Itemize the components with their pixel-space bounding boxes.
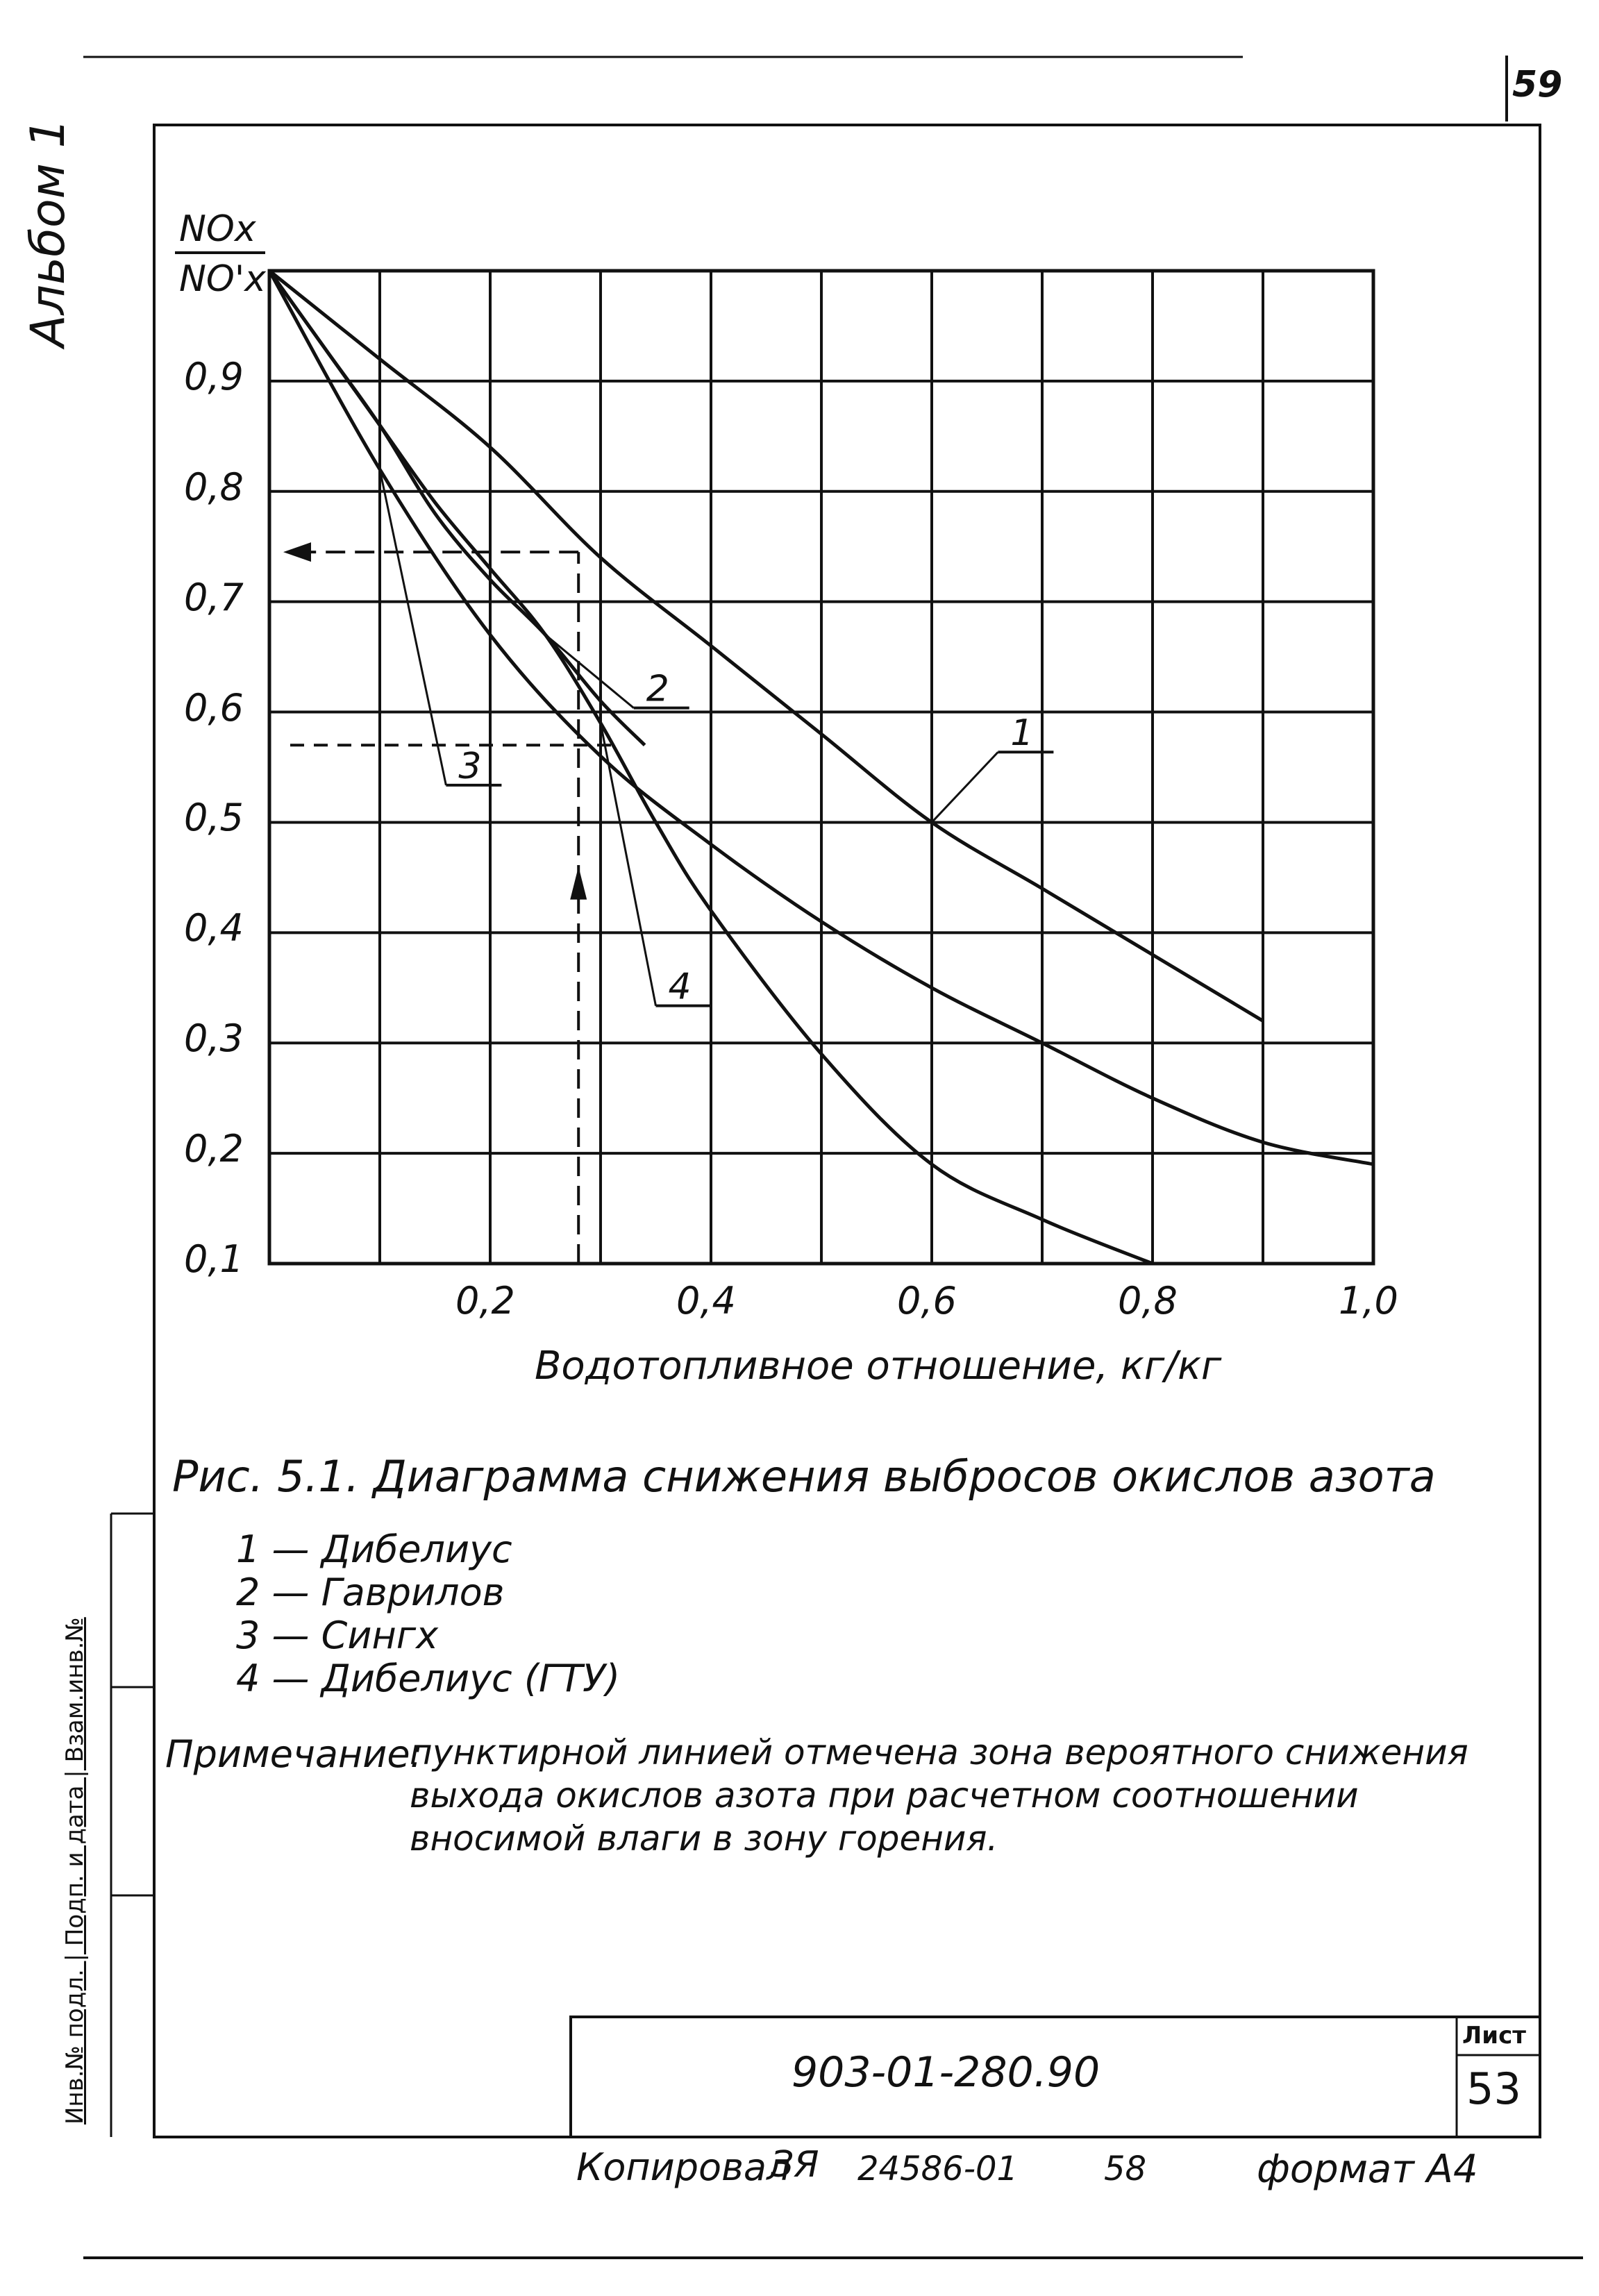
y-axis-label-fraction-bar (175, 251, 265, 254)
x-tick-label: 0,2 (455, 1279, 515, 1323)
footer-format: формат А4 (1257, 2147, 1478, 2192)
footer-page-number: 58 (1104, 2150, 1147, 2188)
note-label: Примечание: (165, 1732, 423, 1776)
y-tick-label: 0,2 (184, 1127, 244, 1171)
chart-series-labels: 1 2 3 4 (378, 469, 1054, 1008)
side-stamp-label: Инв.№ подл. | Подп. и дата | Взам.инв.№ (61, 1617, 89, 2125)
legend-item: 2 — Гаврилов (236, 1570, 505, 1614)
series-label-leader (930, 751, 999, 823)
footer-copied-initials: ЗЯ (771, 2144, 819, 2186)
series-label-2: 2 (646, 669, 669, 710)
footer-order-number: 24586-01 (857, 2150, 1019, 2188)
chart-series (267, 269, 1374, 1266)
y-tick-label: 0,4 (184, 906, 244, 950)
legend-item: 4 — Дибелиус (ГТУ) (236, 1657, 621, 1700)
note-line: пунктирной линией отмечена зона вероятно… (410, 1732, 1468, 1773)
series-line-2 (267, 269, 646, 746)
series-line-3 (267, 269, 1374, 1166)
y-tick-label: 0,6 (184, 685, 244, 730)
x-tick-label: 1,0 (1339, 1279, 1398, 1323)
legend-item: 3 — Сингх (236, 1614, 439, 1657)
footer-copied: Копировал (576, 2145, 791, 2189)
y-axis-label-numerator: NOx (179, 208, 256, 250)
x-tick-label: 0,8 (1118, 1279, 1178, 1323)
figure-caption: Рис. 5.1. Диаграмма снижения выбросов ок… (172, 1451, 1436, 1502)
series-label-3: 3 (458, 746, 481, 787)
y-tick-label: 0,1 (184, 1237, 244, 1281)
series-label-leader (544, 634, 635, 709)
y-axis-label-denominator: NO'x (179, 258, 266, 300)
series-line-4 (267, 269, 1153, 1266)
y-tick-label: 0,3 (184, 1016, 244, 1061)
y-tick-label: 0,8 (184, 464, 244, 509)
series-label-4: 4 (669, 966, 692, 1008)
chart-grid (267, 269, 1375, 1266)
sheet-label: Лист (1462, 2022, 1526, 2050)
chart-annotation (283, 542, 621, 1264)
legend-item: 1 — Дибелиус (236, 1527, 512, 1571)
annotation-arrow-up (570, 866, 587, 900)
y-tick-label: 0,9 (184, 354, 244, 399)
annotation-arrow-left (283, 542, 311, 562)
note-line: выхода окислов азота при расчетном соотн… (410, 1775, 1359, 1816)
x-axis-label: Водотопливное отношение, кг/кг (535, 1343, 1222, 1389)
series-line-1 (268, 269, 1264, 1023)
series-label-1: 1 (1010, 712, 1033, 754)
x-tick-label: 0,6 (897, 1279, 957, 1323)
y-tick-label: 0,7 (184, 575, 244, 619)
series-label-leader (378, 469, 447, 786)
side-album-label: Альбом 1 (21, 118, 76, 347)
series-label-leader (599, 723, 657, 1006)
x-tick-label: 0,4 (676, 1279, 736, 1323)
y-tick-label: 0,5 (184, 796, 244, 840)
corner-sheet-number: 59 (1512, 64, 1563, 106)
sheet-number: 53 (1466, 2063, 1521, 2114)
document-code: 903-01-280.90 (792, 2048, 1100, 2097)
note-line: вносимой влаги в зону горения. (410, 1818, 998, 1859)
